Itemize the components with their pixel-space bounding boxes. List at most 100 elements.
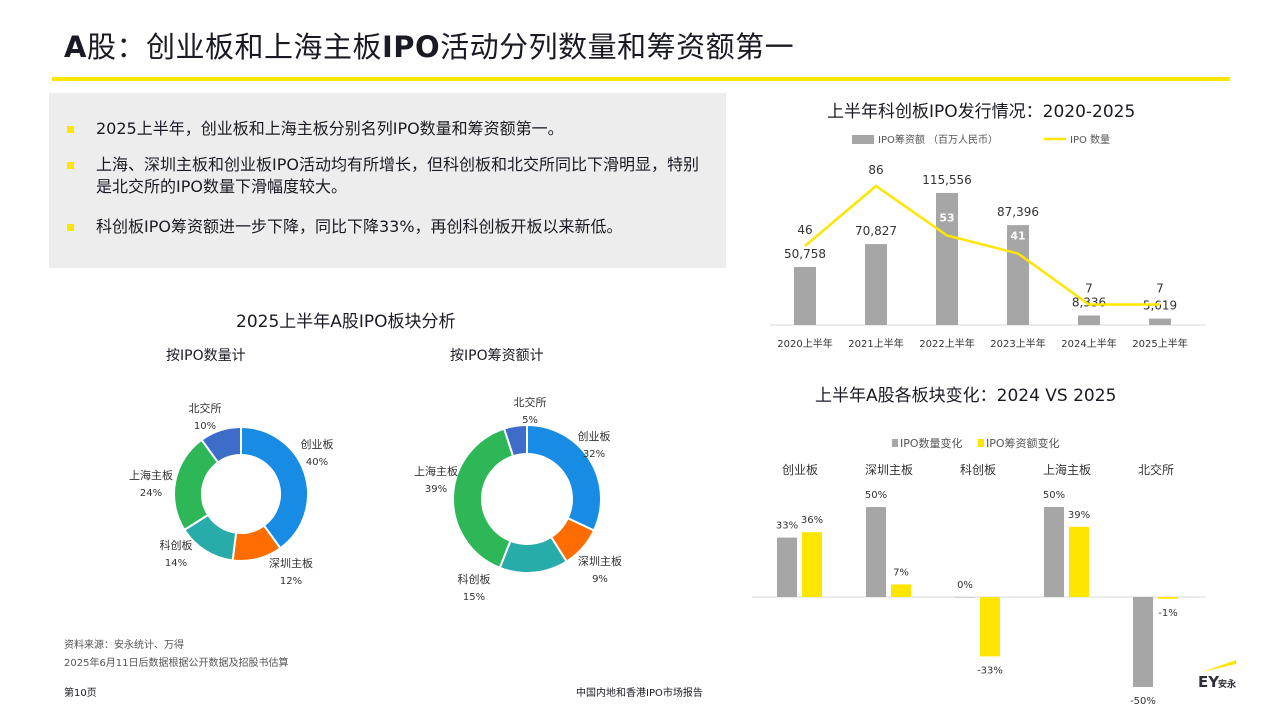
slice-percent-label: 10%: [194, 421, 216, 432]
ey-logo-mark: EY 安永: [1198, 660, 1237, 691]
x-tick-label: 2021上半年: [848, 337, 903, 350]
slice-percent-label: 32%: [583, 449, 605, 460]
ipo-amount-bar: [865, 244, 887, 325]
ipo-count-label: 53: [939, 212, 954, 225]
slice-percent-label: 39%: [425, 484, 447, 495]
slice-percent-label: 9%: [592, 574, 608, 585]
kcb-bar-line-chart: IPO筹资额 （百万人民币） IPO 数量 50,758 2020上半年 70,827 2…: [770, 133, 1205, 350]
x-tick-label: 2022上半年: [919, 337, 974, 350]
summary-box: 2025上半年，创业板和上海主板分别名列IPO数量和筹资额第一。 上海、深圳主板…: [49, 93, 726, 268]
amount-change-bar: [802, 532, 822, 597]
legend-label-count-change: IPO数量变化: [900, 436, 963, 450]
ipo-count-label: 41: [1010, 230, 1025, 243]
legend-label-amount-change: IPO筹资额变化: [986, 436, 1060, 450]
count-change-bar: [777, 537, 797, 597]
slice-category-label: 深圳主板: [269, 556, 313, 570]
summary-bullet: 科创板IPO筹资额进一步下降，同比下降33%，再创科创板开板以来新低。: [67, 216, 707, 238]
amount-change-label: 36%: [801, 515, 823, 526]
category-label: 北交所: [1138, 462, 1174, 477]
ipo-amount-bar: [794, 266, 816, 325]
slice-category-label: 科创板: [160, 538, 193, 552]
x-tick-label: 2023上半年: [990, 337, 1045, 350]
summary-bullet: 上海、深圳主板和创业板IPO活动均有所增长，但科创板和北交所同比下滑明显，特别是…: [67, 154, 707, 198]
count-change-label: 0%: [957, 580, 973, 591]
category-label: 创业板: [782, 463, 818, 477]
ipo-count-label: 46: [797, 223, 812, 237]
ipo-amount-label: 115,556: [922, 173, 972, 187]
slice-category-label: 上海主板: [414, 464, 458, 478]
amount-change-label: 7%: [893, 567, 909, 578]
category-label: 上海主板: [1043, 462, 1091, 477]
slice-category-label: 上海主板: [129, 468, 173, 482]
count-change-bar: [955, 597, 975, 598]
slice-percent-label: 40%: [306, 457, 328, 468]
slice-category-label: 创业板: [301, 437, 334, 451]
ipo-amount-bar: [1078, 315, 1100, 325]
slice-category-label: 北交所: [514, 395, 547, 409]
donut-slice: [452, 427, 515, 570]
donut-slice: [240, 425, 309, 550]
legend-label-amount: IPO筹资额 （百万人民币）: [878, 133, 998, 146]
ipo-amount-label: 87,396: [997, 205, 1039, 219]
slice-percent-label: 14%: [165, 558, 187, 569]
legend-swatch-amount-change: [978, 439, 984, 447]
count-change-label: 50%: [1043, 490, 1065, 501]
slice-percent-label: 12%: [280, 576, 302, 587]
donut-amount-title: 按IPO筹资额计: [450, 348, 544, 364]
category-label: 深圳主板: [865, 463, 913, 477]
donut-chart-count: 创业板 40% 深圳主板 12% 科创板 14% 上海主板 24% 北交所 10%: [129, 401, 334, 587]
ipo-amount-label: 8,336: [1072, 295, 1106, 309]
count-change-label: 33%: [776, 521, 798, 532]
estimate-note: 2025年6月11日后数据根据公开数据及招股书估算: [64, 658, 289, 669]
ipo-amount-label: 50,758: [784, 247, 826, 261]
x-tick-label: 2024上半年: [1061, 337, 1116, 350]
amount-change-label: 39%: [1068, 510, 1090, 521]
count-change-bar: [1133, 597, 1153, 687]
ey-logo-cn: 安永: [1218, 678, 1237, 690]
donut-slice: [502, 423, 528, 458]
donut-count-title: 按IPO数量计: [166, 348, 246, 364]
amount-change-bar: [980, 597, 1000, 657]
x-tick-label: 2020上半年: [777, 337, 832, 350]
donut-chart-amount: 创业板 32% 深圳主板 9% 科创板 15% 上海主板 39% 北交所 5%: [414, 395, 622, 603]
x-tick-label: 2025上半年: [1132, 337, 1187, 350]
count-change-bar: [1044, 507, 1064, 597]
amount-change-label: -1%: [1158, 608, 1177, 619]
count-change-label: 50%: [865, 490, 887, 501]
source-note: 资料来源：安永统计、万得: [64, 640, 184, 651]
slice-percent-label: 5%: [522, 415, 538, 426]
slice-category-label: 深圳主板: [578, 554, 622, 568]
board-change-title: 上半年A股各板块变化：2024 VS 2025: [815, 386, 1117, 406]
page-number: 第10页: [64, 688, 97, 699]
count-change-bar: [866, 507, 886, 597]
legend-label-count: IPO 数量: [1070, 133, 1110, 146]
amount-change-label: -33%: [977, 665, 1003, 676]
legend-swatch-amount: [852, 135, 874, 144]
ipo-amount-bar: [1149, 318, 1171, 325]
ey-logo-text: EY: [1198, 673, 1220, 690]
title-underline: [52, 77, 1230, 81]
slice-category-label: 科创板: [458, 572, 491, 586]
category-label: 科创板: [960, 463, 996, 477]
summary-bullet: 2025上半年，创业板和上海主板分别名列IPO数量和筹资额第一。: [67, 118, 707, 140]
kcb-chart-title: 上半年科创板IPO发行情况：2020-2025: [827, 102, 1136, 122]
amount-change-bar: [891, 584, 911, 597]
ey-logo: EY 安永: [1196, 660, 1242, 691]
slice-category-label: 北交所: [189, 401, 222, 415]
amount-change-bar: [1158, 597, 1178, 599]
ipo-amount-bar: [1007, 225, 1029, 325]
ipo-count-label: 86: [868, 163, 883, 177]
legend-swatch-count-change: [892, 439, 898, 447]
amount-change-bar: [1069, 526, 1089, 597]
donut-slice: [200, 425, 242, 464]
slice-category-label: 创业板: [578, 429, 611, 443]
ipo-amount-label: 70,827: [855, 224, 897, 238]
count-change-label: -50%: [1130, 696, 1156, 707]
ipo-amount-bar: [936, 192, 958, 325]
page-title: A股：创业板和上海主板IPO活动分列数量和筹资额第一: [64, 30, 795, 64]
report-name: 中国内地和香港IPO市场报告: [576, 688, 703, 699]
donut-section-title: 2025上半年A股IPO板块分析: [236, 312, 456, 332]
slice-percent-label: 24%: [140, 488, 162, 499]
ipo-count-label: 7: [1085, 282, 1093, 296]
